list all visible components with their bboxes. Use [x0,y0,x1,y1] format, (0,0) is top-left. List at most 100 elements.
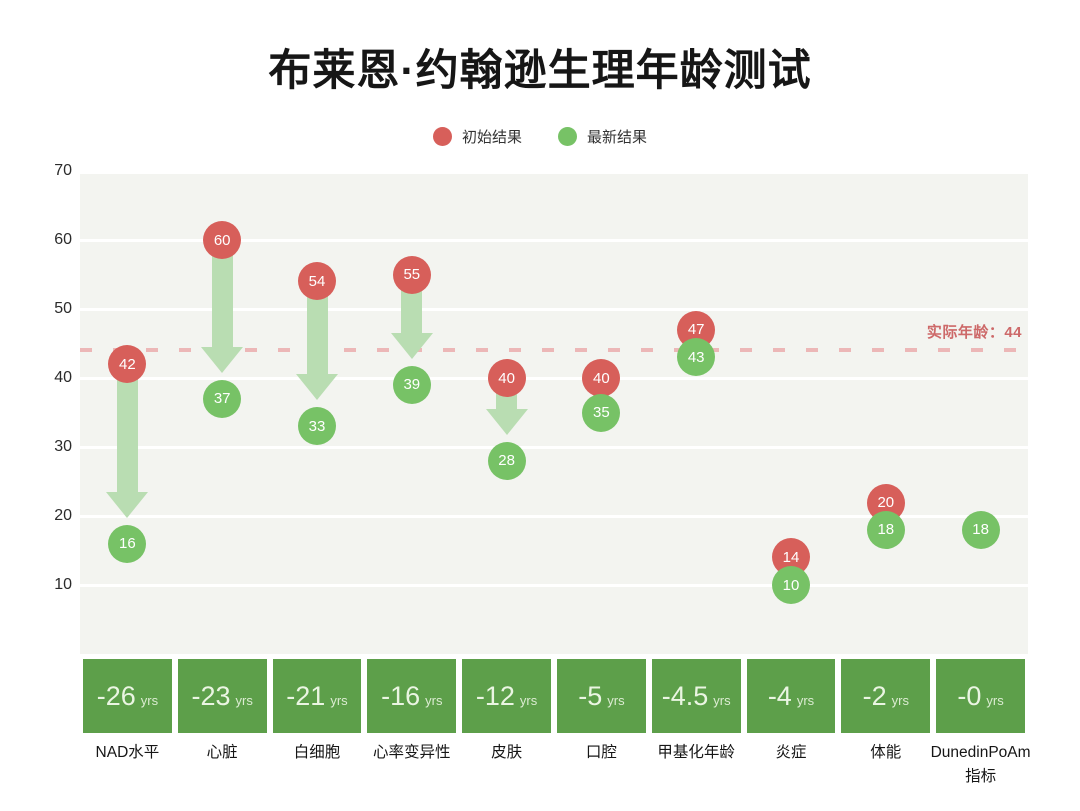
latest-age-dot: 16 [108,524,147,563]
dot-value: 18 [972,521,989,539]
delta-bar: -16 yrs [367,659,457,733]
gridline [80,238,1028,242]
dot-value: 33 [308,417,326,435]
initial-age-dot: 40 [487,359,526,397]
category-label: 白细胞 [293,744,341,761]
initial-age-dot: 60 [203,221,242,259]
dot-value: 43 [687,348,705,366]
plot-area: 实际年龄：44 42 16 60 37 54 33 55 39 40 28 40 35 47 43 14 10… [80,171,1028,654]
initial-age-dot: 42 [108,345,147,384]
y-tick-label: 70 [54,162,72,179]
y-tick-label: 10 [54,576,72,593]
delta-value: -26 [96,680,136,711]
gridline [80,376,1028,380]
gridline [80,445,1028,449]
dot-value: 55 [403,266,421,283]
y-tick-label: 30 [54,438,72,455]
delta-bar: -12 yrs [462,659,551,733]
gridline [80,307,1028,311]
delta-bar: -21 yrs [272,659,362,733]
decline-arrow-shaft [306,281,328,375]
initial-result-dot-icon [432,127,452,146]
decline-arrow-head [390,332,433,359]
reference-age-label: 实际年龄：44 [926,324,1022,341]
dot-value: 14 [782,548,800,566]
decline-arrow-head [201,346,244,373]
dot-value: 28 [498,452,515,470]
dot-value: 39 [403,376,421,394]
legend-label-latest: 最新结果 [587,129,648,146]
decline-arrow-head [485,408,528,435]
latest-age-dot: 33 [298,407,336,446]
category-label: 甲基化年龄 [657,744,735,761]
delta-unit: yrs [425,693,443,708]
delta-value: -23 [191,680,231,711]
initial-age-dot: 55 [392,255,431,294]
category-label: 心率变异性 [373,744,451,761]
decline-arrow-head [296,374,338,401]
latest-age-dot: 10 [772,566,810,604]
legend-label-initial: 初始结果 [461,129,522,146]
delta-value: -16 [381,680,421,711]
dot-value: 42 [119,355,136,373]
delta-unit: yrs [330,693,348,708]
delta-bars-row: -26 yrs -23 yrs -21 yrs -16 yrs -12 yrs -5 yrs -4.5 y… [80,659,1028,733]
legend-item-latest: 最新结果 [558,126,647,147]
category-label: 口腔 [585,744,617,761]
delta-value: -4.5 [661,680,709,711]
y-tick-label: 50 [54,300,72,317]
delta-unit: yrs [796,693,815,708]
latest-age-dot: 18 [866,510,905,549]
category-label: 炎症 [775,744,807,761]
category-label: 体能 [870,744,902,761]
category-label: 心脏 [206,744,238,761]
delta-unit: yrs [607,693,625,708]
gridline [80,514,1028,518]
y-tick-label: 60 [54,231,72,248]
gridline [80,583,1028,587]
latest-age-dot: 39 [392,365,431,404]
delta-unit: yrs [891,693,909,708]
gridline [80,171,1028,174]
latest-result-dot-icon [558,127,577,146]
decline-arrow-shaft [116,364,138,492]
delta-value: -2 [862,680,887,711]
category-label: NAD水平 [95,744,160,761]
delta-value: -5 [578,680,603,711]
dot-value: 40 [593,369,610,387]
legend: 初始结果 最新结果 [0,126,1080,147]
delta-unit: yrs [235,693,253,708]
delta-unit: yrs [713,693,731,708]
delta-value: -4 [767,680,792,711]
latest-age-dot: 37 [203,379,242,418]
dot-value: 16 [119,535,136,553]
delta-value: -12 [475,680,515,711]
delta-bar: -4.5 yrs [651,659,741,733]
initial-age-dot: 54 [298,262,336,301]
dot-value: 35 [593,404,610,421]
legend-item-initial: 初始结果 [432,126,522,147]
dot-value: 37 [213,390,231,408]
dot-value: 47 [687,321,705,339]
y-tick-label: 40 [54,369,72,386]
delta-value: -21 [286,680,326,711]
delta-bar: -23 yrs [177,659,267,733]
latest-age-dot: 18 [961,510,1000,549]
delta-unit: yrs [986,693,1004,708]
delta-bar: -5 yrs [557,659,646,733]
category-label: DunedinPoAm指标 [930,744,1031,786]
dot-value: 18 [877,521,895,539]
chart-title: 布莱恩·约翰逊生理年龄测试 [268,47,812,95]
dot-value: 10 [782,576,800,594]
latest-age-dot: 43 [677,338,716,377]
initial-age-dot: 40 [582,359,621,397]
delta-unit: yrs [140,693,159,708]
latest-age-dot: 35 [582,393,621,432]
delta-bar: -4 yrs [746,659,836,733]
dot-value: 40 [498,369,515,387]
decline-arrow-head [106,491,149,518]
delta-bar: -0 yrs [936,659,1025,733]
reference-dashed-line [80,348,1028,353]
decline-arrow-shaft [211,240,233,347]
